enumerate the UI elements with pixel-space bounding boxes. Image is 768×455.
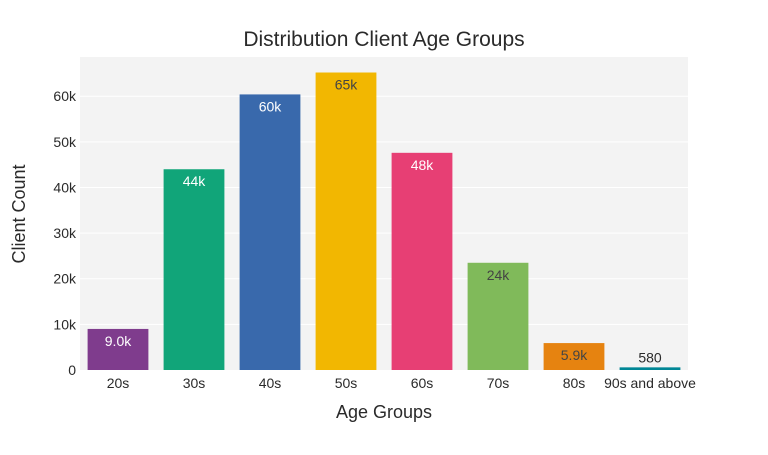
x-tick-label: 80s [563,375,586,391]
x-axis-title: Age Groups [336,402,432,422]
bars [87,72,681,370]
bar-90s-and-above [619,367,681,370]
x-tick-label: 90s and above [604,375,696,391]
bar-data-label: 9.0k [105,333,132,349]
y-tick-label: 60k [53,88,77,104]
bar-40s [239,94,301,370]
bar-80s [543,343,605,370]
bar-data-label: 48k [411,157,435,173]
y-axis-title: Client Count [9,164,29,263]
bar-30s [163,169,225,370]
bar-50s [315,72,377,370]
bar-data-label: 580 [638,349,662,365]
bar-70s [467,262,529,370]
bar-data-label: 65k [335,77,359,93]
x-axis-ticks: 20s 30s 40s 50s 60s 70s 80s 90s and above [107,375,696,391]
y-tick-label: 50k [53,134,77,150]
x-tick-label: 50s [335,375,358,391]
y-axis-ticks: 0 10k 20k 30k 40k 50k 60k [53,88,77,378]
x-tick-label: 20s [107,375,130,391]
bar-data-label: 24k [487,267,511,283]
bar-data-label: 60k [259,98,283,114]
bar-20s [87,328,149,370]
y-tick-label: 10k [53,316,77,332]
chart-title: Distribution Client Age Groups [243,28,524,51]
x-tick-label: 60s [411,375,434,391]
bar-data-label: 5.9k [561,347,588,363]
y-tick-label: 0 [68,362,76,378]
y-tick-label: 20k [53,271,77,287]
x-tick-label: 30s [183,375,206,391]
y-tick-label: 40k [53,179,77,195]
bar-60s [391,152,453,370]
bar-data-labels: 9.0k 44k 60k 65k 48k 24k 5.9k 580 [105,77,662,366]
x-tick-label: 70s [487,375,510,391]
bar-data-label: 44k [183,173,207,189]
x-tick-label: 40s [259,375,282,391]
y-tick-label: 30k [53,225,77,241]
